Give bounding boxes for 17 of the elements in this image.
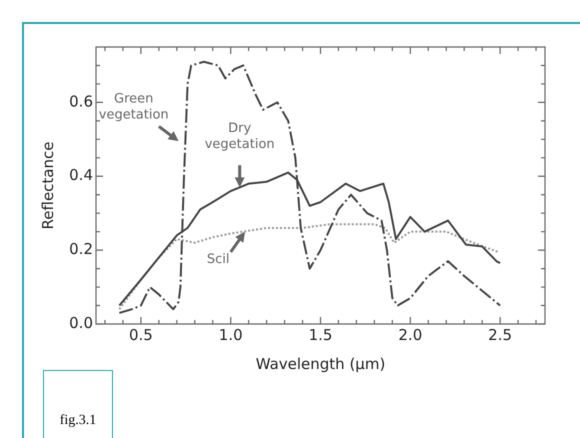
caption-box: fig.3.1 bbox=[43, 370, 113, 438]
y-tick-label: 0.4 bbox=[69, 166, 93, 184]
x-tick-label: 0.5 bbox=[128, 326, 153, 344]
y-tick-label: 0.2 bbox=[69, 240, 93, 258]
x-tick-label: 1.0 bbox=[218, 326, 243, 344]
line-series bbox=[118, 223, 500, 310]
series-label: Green vegetation bbox=[98, 91, 169, 122]
x-tick-label: 2.0 bbox=[398, 326, 422, 344]
series-label: Dry vegetation bbox=[204, 120, 275, 152]
y-axis-title: Reflectance bbox=[38, 142, 57, 230]
x-tick-label: 2.5 bbox=[488, 326, 512, 344]
x-axis-title: Wavelength (μm) bbox=[256, 354, 386, 373]
y-tick-label: 0.6 bbox=[69, 92, 93, 110]
caption: fig.3.1 bbox=[58, 413, 98, 429]
series-label: Scil bbox=[206, 252, 230, 268]
x-tick-label: 1.5 bbox=[308, 326, 332, 344]
y-tick-label: 0.0 bbox=[69, 314, 93, 332]
